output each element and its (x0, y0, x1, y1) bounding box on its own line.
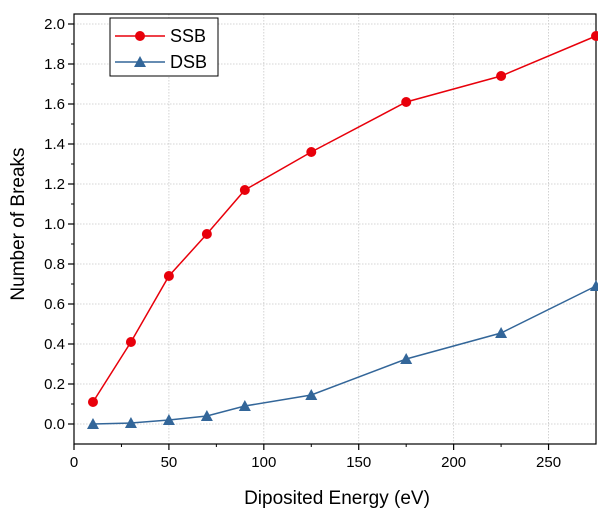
data-point-dsb (200, 410, 213, 421)
data-point-dsb (590, 280, 598, 291)
legend-marker-ssb (135, 31, 145, 41)
data-point-ssb (163, 271, 174, 281)
legend-marker-dsb (134, 56, 146, 67)
series-line-ssb (92, 35, 597, 403)
x-tick-label: 150 (346, 454, 371, 471)
y-tick-label: 0.6 (44, 296, 65, 313)
legend-box (109, 17, 219, 77)
x-tick-label: 250 (536, 454, 561, 471)
tick-marks (68, 23, 550, 450)
y-tick-label: 0.4 (44, 336, 65, 353)
data-point-ssb (401, 97, 412, 107)
x-tick-label: 50 (161, 454, 178, 471)
data-point-dsb (162, 414, 175, 425)
data-point-ssb (87, 397, 98, 407)
x-tick-label: 100 (251, 454, 276, 471)
legend: SSB DSB (109, 17, 219, 77)
data-point-dsb (495, 327, 508, 338)
data-point-dsb (238, 400, 251, 411)
y-tick-label: 1.6 (44, 96, 65, 113)
data-point-dsb (400, 353, 413, 364)
x-axis-title: Diposited Energy (eV) (244, 488, 430, 508)
legend-label-ssb: SSB (170, 26, 206, 46)
data-point-ssb (591, 31, 598, 41)
axes (73, 13, 597, 445)
x-tick-label: 200 (441, 454, 466, 471)
data-point-ssb (201, 229, 212, 239)
grid-lines (74, 14, 596, 444)
data-point-dsb (124, 417, 137, 428)
series-line-dsb (92, 285, 597, 425)
y-axis-title: Number of Breaks (8, 147, 29, 300)
y-tick-label: 0.2 (44, 376, 65, 393)
data-point-ssb (496, 71, 507, 81)
data-point-ssb (239, 185, 250, 195)
data-series (86, 31, 598, 429)
y-tick-label: 1.2 (44, 176, 65, 193)
x-tick-label: 0 (70, 454, 78, 471)
y-tick-label: 2.0 (44, 16, 65, 33)
legend-label-dsb: DSB (170, 52, 207, 72)
tick-labels: 0.0 0.2 0.4 0.6 0.8 1.0 1.2 1.4 1.6 1.8 2.0 0 50 100 1… (44, 16, 561, 471)
data-point-dsb (305, 389, 318, 400)
data-point-ssb (125, 337, 136, 347)
y-tick-label: 1.0 (44, 216, 65, 233)
y-tick-label: 0.0 (44, 416, 65, 433)
data-point-ssb (306, 147, 317, 157)
plot-frame (73, 13, 597, 445)
y-tick-label: 1.8 (44, 56, 65, 73)
y-tick-label: 1.4 (44, 136, 65, 153)
data-point-dsb (86, 418, 99, 429)
y-tick-label: 0.8 (44, 256, 65, 273)
